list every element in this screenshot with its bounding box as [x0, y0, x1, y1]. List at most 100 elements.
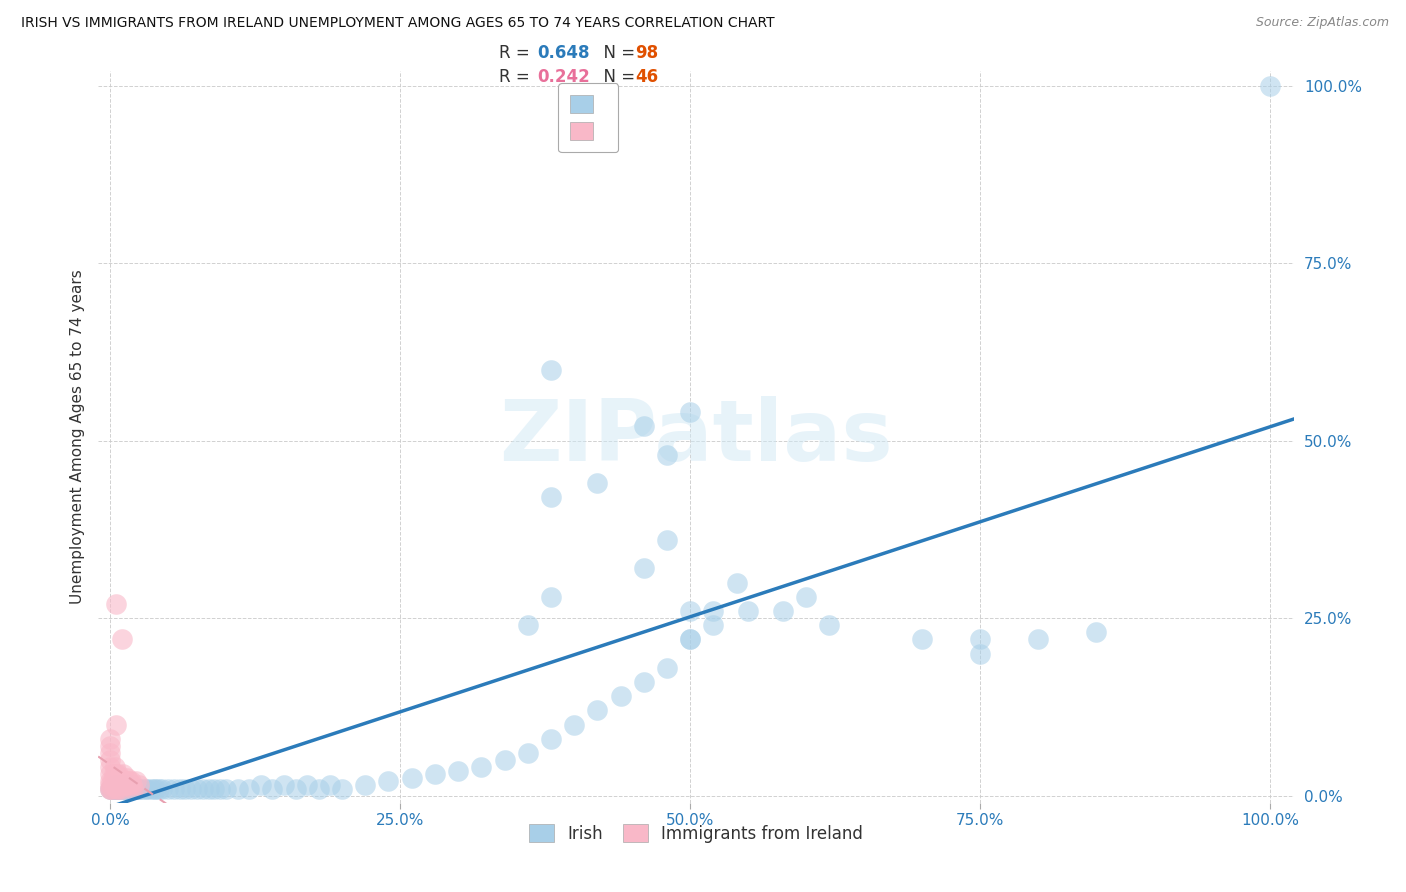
Point [110, 778, 132, 792]
Point [655, 661, 678, 675]
Point [125, 781, 148, 796]
Point [98, 774, 121, 789]
Point [204, 781, 226, 796]
Point [98, 767, 121, 781]
Point [470, 760, 492, 774]
Point [134, 781, 156, 796]
Point [105, 781, 128, 796]
Point [423, 767, 446, 781]
Point [111, 774, 134, 789]
Point [127, 781, 149, 796]
Point [818, 618, 841, 632]
Point [136, 781, 159, 796]
Point [108, 781, 131, 796]
Point [516, 746, 538, 760]
Point [107, 781, 129, 796]
Point [110, 771, 132, 785]
Point [117, 778, 139, 792]
Point [103, 767, 125, 781]
Point [354, 778, 377, 792]
Point [101, 774, 124, 789]
Text: 98: 98 [636, 44, 658, 62]
Point [702, 604, 724, 618]
Point [633, 419, 655, 434]
Point [117, 771, 139, 785]
Y-axis label: Unemployment Among Ages 65 to 74 years: Unemployment Among Ages 65 to 74 years [69, 269, 84, 605]
Point [128, 778, 150, 792]
Text: IRISH VS IMMIGRANTS FROM IRELAND UNEMPLOYMENT AMONG AGES 65 TO 74 YEARS CORRELAT: IRISH VS IMMIGRANTS FROM IRELAND UNEMPLO… [21, 16, 775, 30]
Point [679, 632, 702, 647]
Text: 0.242: 0.242 [537, 68, 591, 86]
Point [108, 774, 131, 789]
Point [737, 604, 759, 618]
Point [111, 781, 134, 796]
Point [562, 717, 585, 731]
Point [679, 632, 702, 647]
Text: R =: R = [499, 44, 536, 62]
Point [111, 767, 134, 781]
Point [118, 781, 141, 796]
Point [308, 781, 330, 796]
Point [139, 781, 162, 796]
Point [124, 781, 146, 796]
Point [191, 781, 214, 796]
Point [297, 778, 319, 792]
Point [103, 778, 125, 792]
Point [911, 632, 934, 647]
Point [401, 771, 423, 785]
Point [124, 781, 146, 796]
Point [197, 781, 219, 796]
Point [111, 781, 134, 796]
Point [104, 760, 127, 774]
Point [633, 561, 655, 575]
Point [104, 774, 127, 789]
Point [114, 778, 136, 792]
Point [540, 731, 562, 746]
Point [107, 774, 129, 789]
Point [108, 781, 131, 796]
Point [98, 746, 121, 760]
Point [103, 781, 125, 796]
Point [609, 690, 631, 704]
Point [273, 778, 295, 792]
Point [117, 774, 139, 789]
Point [120, 781, 142, 796]
Point [111, 778, 134, 792]
Point [725, 575, 748, 590]
Point [157, 781, 180, 796]
Point [169, 781, 191, 796]
Legend: Irish, Immigrants from Ireland: Irish, Immigrants from Ireland [522, 818, 870, 849]
Point [238, 781, 260, 796]
Point [98, 753, 121, 767]
Point [540, 362, 562, 376]
Point [145, 781, 167, 796]
Point [117, 778, 139, 792]
Point [150, 781, 173, 796]
Point [104, 597, 127, 611]
Point [115, 781, 138, 796]
Point [540, 491, 562, 505]
Point [111, 632, 134, 647]
Point [330, 781, 353, 796]
Point [111, 778, 134, 792]
Point [969, 647, 991, 661]
Point [655, 533, 678, 547]
Point [98, 781, 121, 796]
Point [633, 675, 655, 690]
Point [1026, 632, 1049, 647]
Point [98, 778, 121, 792]
Point [117, 781, 139, 796]
Point [494, 753, 516, 767]
Text: 46: 46 [636, 68, 658, 86]
Point [124, 774, 146, 789]
Point [118, 778, 141, 792]
Point [101, 781, 124, 796]
Point [1085, 625, 1108, 640]
Point [655, 448, 678, 462]
Point [679, 604, 702, 618]
Point [98, 731, 121, 746]
Point [104, 781, 127, 796]
Point [122, 781, 145, 796]
Point [104, 781, 127, 796]
Point [969, 632, 991, 647]
